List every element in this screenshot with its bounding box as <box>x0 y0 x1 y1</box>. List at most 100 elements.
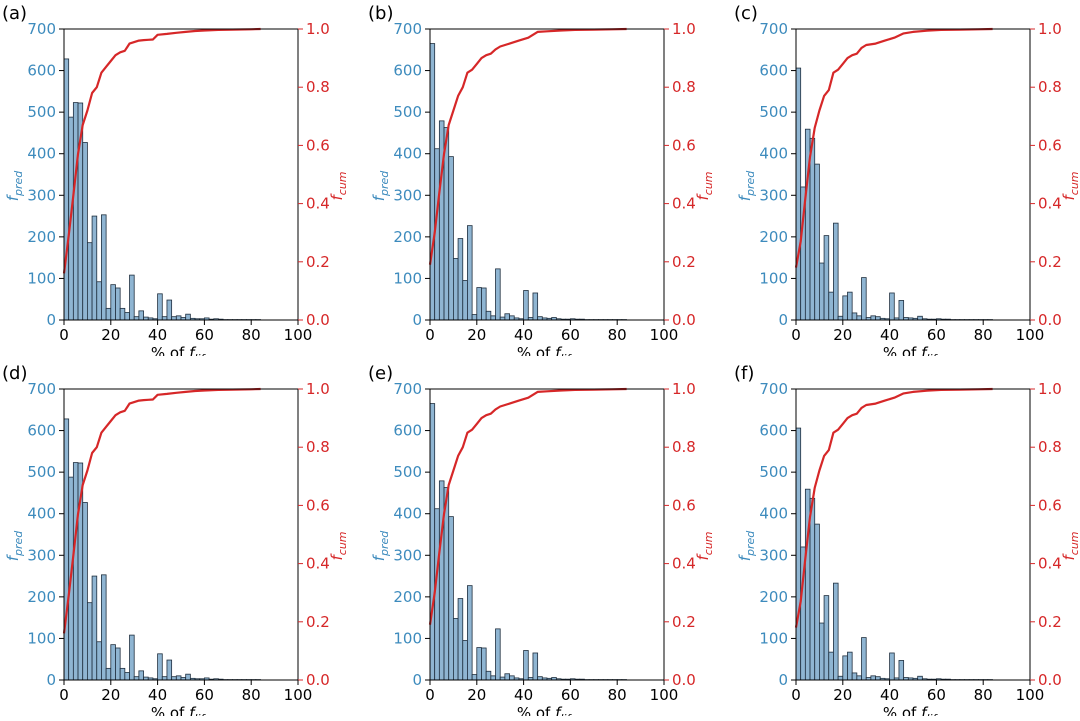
x-tick-label: 60 <box>195 326 214 344</box>
y-right-axis-label-subscript: cum <box>336 171 349 195</box>
y-left-axis-label-subscript: pred <box>12 170 25 197</box>
histogram-bar <box>110 644 116 681</box>
histogram-bar <box>523 650 529 681</box>
x-tick-label: 60 <box>195 686 214 704</box>
histogram-bar <box>814 163 820 321</box>
cumulative-line <box>62 387 261 634</box>
histogram-bar <box>532 292 539 321</box>
y-right-tick-label: 0.0 <box>306 671 330 689</box>
y-right-axis-label-subscript: cum <box>336 531 349 555</box>
x-tick-label: 20 <box>833 326 852 344</box>
y-right-tick-label: 1.0 <box>306 380 330 398</box>
y-right-tick-label: 1.0 <box>672 20 696 38</box>
y-left-tick-label: 500 <box>27 463 56 481</box>
x-tick-label: 0 <box>791 326 801 344</box>
plot-frame <box>795 388 1031 681</box>
x-tick-label: 0 <box>791 686 801 704</box>
histogram-bar <box>847 291 853 321</box>
y-left-axis-label-subscript: pred <box>12 530 25 557</box>
panel-c: 0 100 200 300 400 500 600 700 0.0 0.2 0.4 0.6 0.8 1.0… <box>732 0 1080 356</box>
y-right-axis-label-symbol: f <box>694 553 712 561</box>
y-left-axis-label-symbol: f <box>4 553 22 561</box>
histogram-bar <box>72 462 79 681</box>
histogram-bar <box>828 291 834 321</box>
y-right-tick-label: 0.8 <box>672 438 696 456</box>
histogram-bar <box>157 293 163 321</box>
histogram-bar <box>115 287 121 321</box>
y-left-tick-label: 500 <box>27 103 56 121</box>
histogram-bar <box>462 640 468 681</box>
x-tick-label: 80 <box>608 326 627 344</box>
chart-svg: 01002003004005006007000.00.20.40.60.81.0… <box>2 363 349 716</box>
y-left-tick-label: 0 <box>412 671 422 689</box>
y-left-tick-label: 200 <box>27 588 56 606</box>
y-right-tick-label: 0.8 <box>306 438 330 456</box>
y-left-tick-label: 0 <box>46 311 56 329</box>
histogram-bar <box>495 628 501 681</box>
panel-label: (f) <box>734 363 754 384</box>
y-left-tick-label: 700 <box>759 380 788 398</box>
x-tick-label: 100 <box>1016 686 1045 704</box>
y-left-tick-label: 600 <box>27 422 56 440</box>
y-right-tick-label: 0.2 <box>1038 613 1062 631</box>
x-tick-label: 40 <box>148 326 167 344</box>
histogram-bar <box>87 602 93 681</box>
histogram-bar <box>110 284 116 321</box>
y-left-tick-label: 400 <box>759 145 788 163</box>
histogram-bar <box>481 287 487 321</box>
x-tick-label: 0 <box>425 326 435 344</box>
y-right-tick-label: 0.4 <box>672 555 696 573</box>
x-tick-label: 20 <box>467 686 486 704</box>
plot-frame <box>795 28 1031 321</box>
histogram-bar <box>833 222 839 321</box>
y-left-axis-label: fpred <box>4 170 25 202</box>
x-tick-label: 100 <box>650 326 679 344</box>
chart-svg: 01002003004005006007000.00.20.40.60.81.0… <box>2 3 349 356</box>
y-right-axis-label: fcum <box>694 171 715 200</box>
histogram-bar <box>96 281 102 321</box>
y-right-axis-label-symbol: f <box>1060 553 1078 561</box>
y-left-tick-label: 400 <box>27 505 56 523</box>
histogram-bar <box>823 235 830 321</box>
histogram-bar <box>509 315 515 321</box>
histogram-bar <box>481 647 487 681</box>
y-left-axis-label: fpred <box>370 530 391 562</box>
y-right-axis-label-symbol: f <box>328 193 346 201</box>
y-right-tick-label: 0.0 <box>306 311 330 329</box>
y-left-axis-label: fpred <box>736 530 757 562</box>
y-left-tick-label: 300 <box>27 186 56 204</box>
histogram-bar <box>809 137 816 321</box>
x-axis-label-subscript: life <box>926 352 943 356</box>
x-axis-label: % of flife <box>883 344 944 356</box>
histogram-bar <box>795 427 802 681</box>
plot-frame <box>429 388 665 681</box>
cumulative-line <box>794 387 993 628</box>
x-axis-label: % of flife <box>151 704 212 716</box>
x-axis-label-prefix: % of <box>517 344 555 356</box>
cumulative-line <box>62 27 261 274</box>
histogram-bar <box>457 238 464 321</box>
x-tick-label: 0 <box>59 326 69 344</box>
y-left-axis-label-subscript: pred <box>744 170 757 197</box>
x-tick-label: 100 <box>284 326 313 344</box>
y-right-tick-label: 0.2 <box>672 613 696 631</box>
y-left-tick-label: 500 <box>393 463 422 481</box>
y-right-tick-label: 0.8 <box>672 78 696 96</box>
y-left-tick-label: 200 <box>393 228 422 246</box>
histogram-bar <box>504 673 510 681</box>
cumulative-line <box>794 27 993 268</box>
histogram-bar <box>809 497 816 681</box>
histogram-bar <box>861 277 867 321</box>
histogram-bar <box>124 312 130 321</box>
y-left-tick-label: 200 <box>759 588 788 606</box>
histogram-bar <box>870 315 876 321</box>
histogram-bar <box>467 225 473 321</box>
plot-frame <box>63 388 299 681</box>
histogram-bar <box>101 214 107 321</box>
x-tick-label: 100 <box>1016 326 1045 344</box>
x-tick-label: 20 <box>101 326 120 344</box>
y-right-tick-label: 1.0 <box>1038 380 1062 398</box>
x-axis-label-symbol: f <box>555 344 563 356</box>
y-left-tick-label: 300 <box>27 546 56 564</box>
x-tick-label: 60 <box>561 326 580 344</box>
